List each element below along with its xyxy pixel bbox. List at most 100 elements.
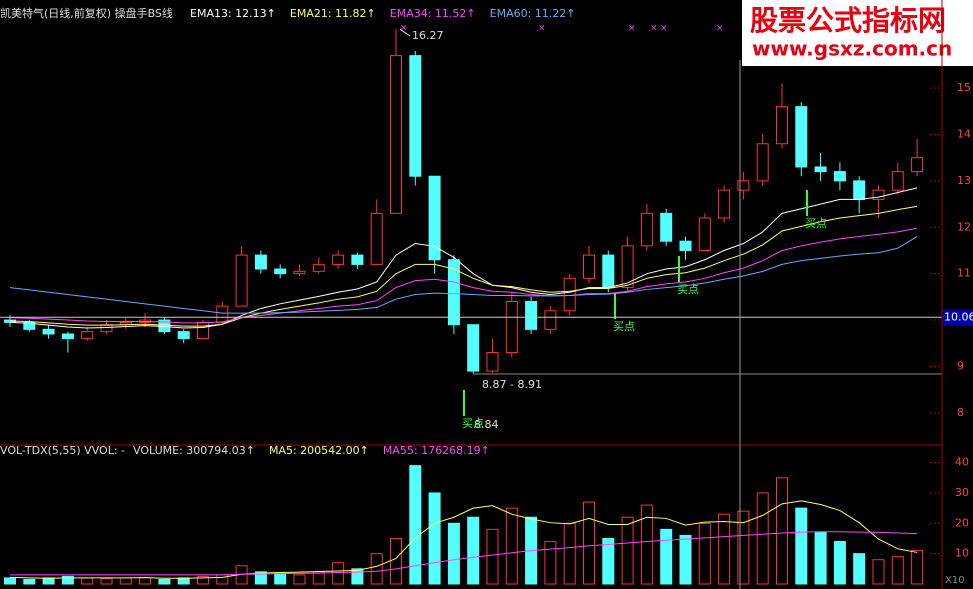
candle-body xyxy=(254,254,267,270)
candle-body xyxy=(833,171,846,182)
y-tick-label: 30 xyxy=(955,486,969,499)
volume-bar xyxy=(640,504,653,585)
y-tick-label: 13 xyxy=(957,174,971,187)
unit-label: X10 xyxy=(945,575,965,586)
candle-body xyxy=(390,55,402,214)
sell-mark: × xyxy=(628,24,636,34)
volume-bar xyxy=(428,492,441,585)
volume-bar xyxy=(274,572,287,585)
volume-bar xyxy=(100,578,113,585)
ema-line xyxy=(9,187,918,329)
volume-bar xyxy=(718,513,731,585)
volume-bar xyxy=(891,556,904,585)
ema-line xyxy=(9,227,918,324)
candle-body xyxy=(467,324,480,372)
ma-line xyxy=(10,531,918,576)
volume-bar xyxy=(756,492,769,585)
volume-bar xyxy=(486,528,499,585)
crosshair-box xyxy=(943,309,973,326)
candle-body xyxy=(756,143,769,182)
chart-title: VOL-TDX(5,55) VVOL: - xyxy=(0,444,125,457)
candle-body xyxy=(911,157,924,173)
y-tick-label: 10 xyxy=(955,547,969,560)
candle-body xyxy=(718,189,731,219)
candle-body xyxy=(640,212,653,247)
candle-body xyxy=(332,254,345,265)
candle-body xyxy=(370,212,383,265)
watermark-title: 股票公式指标网 xyxy=(750,4,946,37)
legend-entry: MA5: 200542.00↑ xyxy=(269,444,369,457)
candle-body xyxy=(776,106,788,145)
volume-bar xyxy=(61,575,74,585)
candle-body xyxy=(814,166,827,173)
candle-body xyxy=(872,189,885,200)
volume-bar xyxy=(351,568,364,585)
candle-body xyxy=(428,175,441,261)
volume-bar xyxy=(23,578,36,585)
candle-body xyxy=(312,263,325,272)
volume-bar xyxy=(660,528,673,585)
volume-bar xyxy=(370,553,383,585)
volume-bar xyxy=(621,516,634,585)
volume-bar xyxy=(679,534,692,585)
volume-bar xyxy=(390,537,402,585)
volume-bar xyxy=(737,510,750,585)
y-tick-label: 20 xyxy=(955,516,969,529)
y-tick-label: 9 xyxy=(957,359,964,372)
legend-entry: EMA34: 11.52↑ xyxy=(390,7,476,20)
ema-line xyxy=(9,236,918,314)
volume-bar xyxy=(81,577,94,585)
candle-body xyxy=(602,254,615,289)
volume-bar xyxy=(293,574,306,585)
volume-bar xyxy=(254,571,267,585)
volume-bar xyxy=(833,541,846,585)
buy-label: 买点 xyxy=(613,320,635,333)
volume-bar xyxy=(447,522,460,585)
volume-bar xyxy=(42,577,55,585)
volume-bar xyxy=(505,507,518,585)
y-tick-label: 15 xyxy=(957,81,971,94)
volume-bar xyxy=(197,575,209,585)
candle-body xyxy=(525,301,538,330)
volume-bar xyxy=(853,553,866,585)
candle-body xyxy=(544,310,557,330)
y-tick-label: 8 xyxy=(957,406,964,419)
ma-line xyxy=(9,500,918,579)
candle-body xyxy=(197,321,209,340)
sell-mark: × xyxy=(650,24,658,34)
candle-body xyxy=(274,268,287,275)
chart-title: 凯美特气(日线,前复权) 操盘手BS线 xyxy=(0,6,173,20)
candle-body xyxy=(351,254,364,265)
volume-bar xyxy=(312,571,325,585)
annotation: 8.84 xyxy=(474,418,499,431)
candle-body xyxy=(23,321,36,330)
legend-entry: EMA13: 12.13↑ xyxy=(190,7,276,20)
candle-body xyxy=(409,55,422,177)
volume-bar xyxy=(119,577,132,585)
candle-body xyxy=(235,254,248,307)
legend-entry: EMA60: 11.22↑ xyxy=(490,7,576,20)
candle-body xyxy=(621,245,634,289)
y-tick-label: 12 xyxy=(957,220,971,233)
legend-entry: VOLUME: 300794.03↑ xyxy=(133,444,255,457)
y-tick-label: 14 xyxy=(957,127,971,140)
volume-bar xyxy=(776,477,788,585)
candle-body xyxy=(853,180,866,200)
buy-label: 买点 xyxy=(805,217,827,230)
candle-body xyxy=(61,333,74,340)
candle-body xyxy=(583,254,595,279)
volume-bar xyxy=(4,577,16,585)
y-tick-label: 11 xyxy=(957,267,971,280)
legend-entry: EMA21: 11.82↑ xyxy=(290,7,376,20)
volume-bar xyxy=(409,465,422,585)
candle-body xyxy=(563,277,576,312)
legend-entry: MA55: 176268.19↑ xyxy=(383,444,490,457)
candle-body xyxy=(891,171,904,191)
sell-mark: × xyxy=(716,24,724,34)
candle-body xyxy=(81,331,94,340)
volume-bar xyxy=(911,550,924,585)
volume-bar xyxy=(814,531,827,585)
peak-pointer xyxy=(399,28,411,37)
